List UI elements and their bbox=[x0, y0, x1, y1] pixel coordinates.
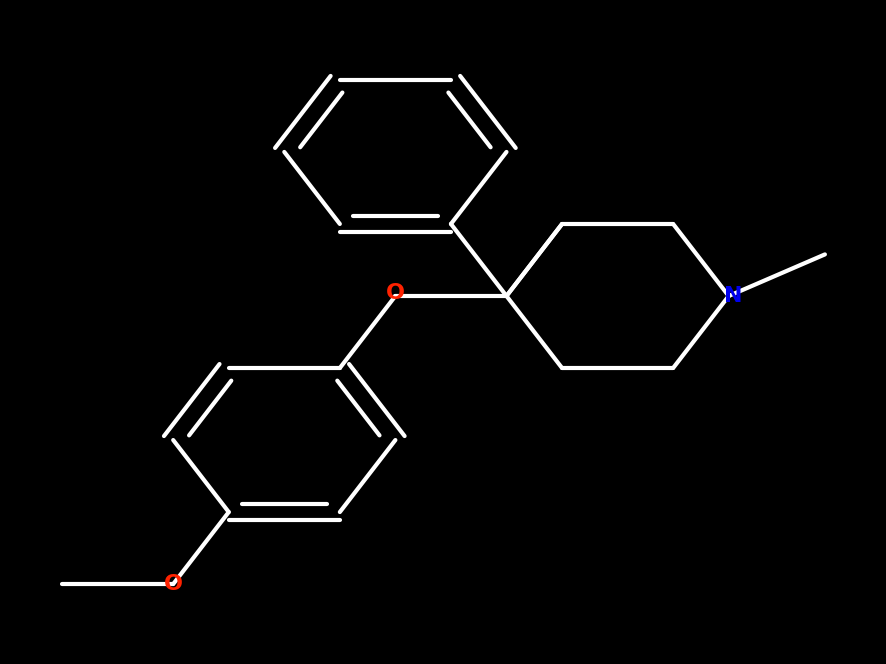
Text: N: N bbox=[723, 286, 742, 306]
Text: O: O bbox=[164, 574, 183, 594]
Text: O: O bbox=[385, 283, 404, 303]
